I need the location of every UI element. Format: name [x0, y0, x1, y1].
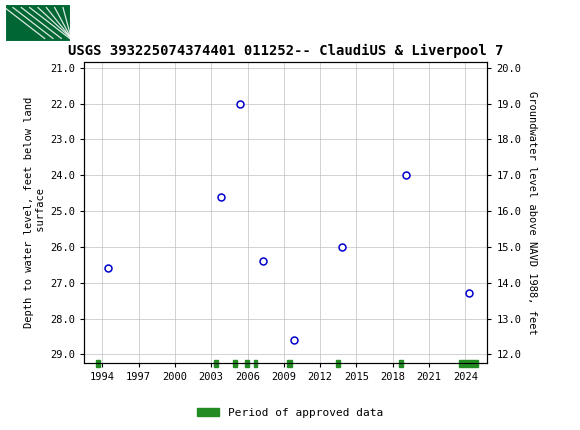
Y-axis label: Groundwater level above NAVD 1988, feet: Groundwater level above NAVD 1988, feet	[527, 91, 536, 335]
Text: USGS: USGS	[78, 14, 133, 32]
Bar	[5, 4, 71, 42]
Bar	[245, 359, 249, 367]
Y-axis label: Depth to water level, feet below land
 surface: Depth to water level, feet below land su…	[24, 97, 46, 329]
Bar	[213, 359, 218, 367]
Bar	[96, 359, 100, 367]
Bar	[459, 359, 477, 367]
Bar	[288, 359, 292, 367]
Bar	[233, 359, 237, 367]
Bar	[336, 359, 340, 367]
Bar	[399, 359, 403, 367]
Title: USGS 393225074374401 011252-- ClaudiUS & Liverpool 7: USGS 393225074374401 011252-- ClaudiUS &…	[68, 44, 503, 58]
Bar	[253, 359, 256, 367]
Legend: Period of approved data: Period of approved data	[193, 403, 387, 422]
